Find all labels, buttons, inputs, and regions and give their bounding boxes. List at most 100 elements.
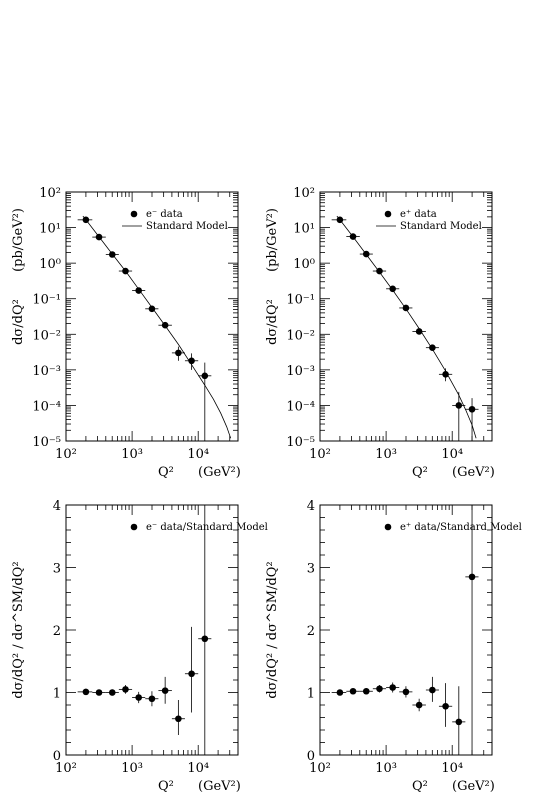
data-point-marker xyxy=(95,689,103,696)
data-point xyxy=(331,689,347,696)
data-point-marker xyxy=(442,371,449,378)
data-point xyxy=(77,216,93,224)
data-point-marker xyxy=(455,402,463,409)
y-tick-label: 3 xyxy=(307,562,315,577)
x-tick-label: 10² xyxy=(309,761,331,776)
data-point-marker xyxy=(336,689,344,696)
data-point xyxy=(171,346,185,361)
data-point xyxy=(198,505,212,755)
x-axis-unit: (GeV²) xyxy=(198,779,241,794)
legend-label: Standard Model xyxy=(400,221,482,232)
y-tick-label: 10⁰ xyxy=(293,257,315,272)
y-tick-label: 10⁻³ xyxy=(32,364,61,379)
data-point-marker xyxy=(175,715,182,723)
data-point xyxy=(399,686,413,698)
data-point-marker xyxy=(468,405,476,413)
x-tick-label: 10² xyxy=(55,447,77,462)
data-point xyxy=(331,216,347,224)
data-point-marker xyxy=(148,305,156,313)
data-point xyxy=(184,626,199,713)
data-point xyxy=(346,687,360,695)
x-axis-unit: (GeV²) xyxy=(452,779,495,794)
data-point-marker xyxy=(442,702,449,710)
y-axis-label: dσ/dQ² xyxy=(265,299,280,345)
y-tick-label: 2 xyxy=(53,624,61,639)
plot-frame xyxy=(319,504,493,756)
x-axis-label: Q² xyxy=(412,779,428,794)
y-axis-label: dσ/dQ² xyxy=(11,299,26,345)
data-point xyxy=(171,700,185,735)
x-axis-label: Q² xyxy=(158,465,174,480)
legend: e⁺ data/Standard Model xyxy=(384,522,522,533)
data-point xyxy=(145,305,159,313)
y-tick-label: 10¹ xyxy=(293,222,315,237)
data-point-marker xyxy=(201,372,209,380)
x-tick-label: 10³ xyxy=(375,447,397,462)
y-tick-label: 10⁻³ xyxy=(286,364,315,379)
y-tick-label: 10⁻² xyxy=(32,328,61,343)
data-point-marker xyxy=(188,670,195,678)
data-point-marker xyxy=(161,687,169,694)
data-point xyxy=(359,687,373,695)
y-tick-label: 10⁻⁵ xyxy=(32,435,61,450)
x-tick-label: 10⁴ xyxy=(441,447,463,462)
data-point xyxy=(386,285,400,293)
y-tick-label: 0 xyxy=(53,749,61,764)
y-tick-label: 3 xyxy=(53,562,61,577)
data-point xyxy=(425,676,439,702)
y-tick-label: 10⁻¹ xyxy=(286,293,315,308)
y-tick-label: 4 xyxy=(53,499,61,514)
legend-label: e⁻ data xyxy=(146,209,183,220)
data-point-marker xyxy=(468,573,476,581)
data-point-marker xyxy=(389,684,396,691)
data-point xyxy=(198,362,212,441)
data-point-marker xyxy=(201,635,209,643)
y-tick-label: 10⁻⁴ xyxy=(286,399,315,414)
data-point-marker xyxy=(135,694,142,701)
x-tick-label: 10⁴ xyxy=(187,447,209,462)
legend-label: e⁺ data/Standard Model xyxy=(400,522,522,533)
y-axis-unit: (pb/GeV²) xyxy=(11,208,26,272)
data-point xyxy=(372,267,387,275)
data-point-marker xyxy=(455,718,463,726)
data-point xyxy=(158,676,172,704)
y-tick-label: 10⁻² xyxy=(286,328,315,343)
x-tick-label: 10⁴ xyxy=(187,761,209,776)
panel-top-left: 10² 10³ 10⁴ 10⁻⁵ 10⁻⁴ 10⁻³ 10⁻² 10⁻¹ 10⁰ 10¹ 10² Q²… xyxy=(11,186,241,480)
x-axis-label: Q² xyxy=(158,779,174,794)
data-point-marker xyxy=(415,328,423,335)
x-axis-unit: (GeV²) xyxy=(198,465,241,480)
data-point xyxy=(386,682,400,693)
data-point xyxy=(465,398,479,441)
y-tick-label: 4 xyxy=(307,499,315,514)
x-tick-label: 10³ xyxy=(121,761,143,776)
legend-marker-dot xyxy=(384,210,392,218)
x-tick-label: 10³ xyxy=(121,447,143,462)
data-point-marker xyxy=(376,685,383,693)
data-point xyxy=(77,688,93,696)
legend: e⁻ data/Standard Model xyxy=(130,522,268,533)
y-tick-label: 10¹ xyxy=(39,222,61,237)
x-axis-label: Q² xyxy=(412,465,428,480)
data-point xyxy=(372,685,387,693)
data-point-marker xyxy=(349,687,357,695)
y-axis-label: dσ/dQ² / dσ^SM/dQ² xyxy=(265,561,280,698)
x-tick-label: 10² xyxy=(309,447,331,462)
data-point-marker xyxy=(148,695,156,703)
data-point xyxy=(412,328,426,335)
data-point-marker xyxy=(135,287,142,294)
y-axis-unit: (pb/GeV²) xyxy=(265,208,280,272)
data-point xyxy=(452,391,466,441)
x-axis-unit: (GeV²) xyxy=(452,465,495,480)
legend-marker-dot xyxy=(130,523,138,531)
data-point xyxy=(399,304,413,312)
y-tick-label: 10⁰ xyxy=(39,257,61,272)
data-point xyxy=(145,691,159,707)
data-point-marker xyxy=(402,688,410,696)
data-point xyxy=(92,689,106,696)
y-axis-label: dσ/dQ² / dσ^SM/dQ² xyxy=(11,561,26,698)
y-tick-label: 10⁻⁵ xyxy=(286,435,315,450)
